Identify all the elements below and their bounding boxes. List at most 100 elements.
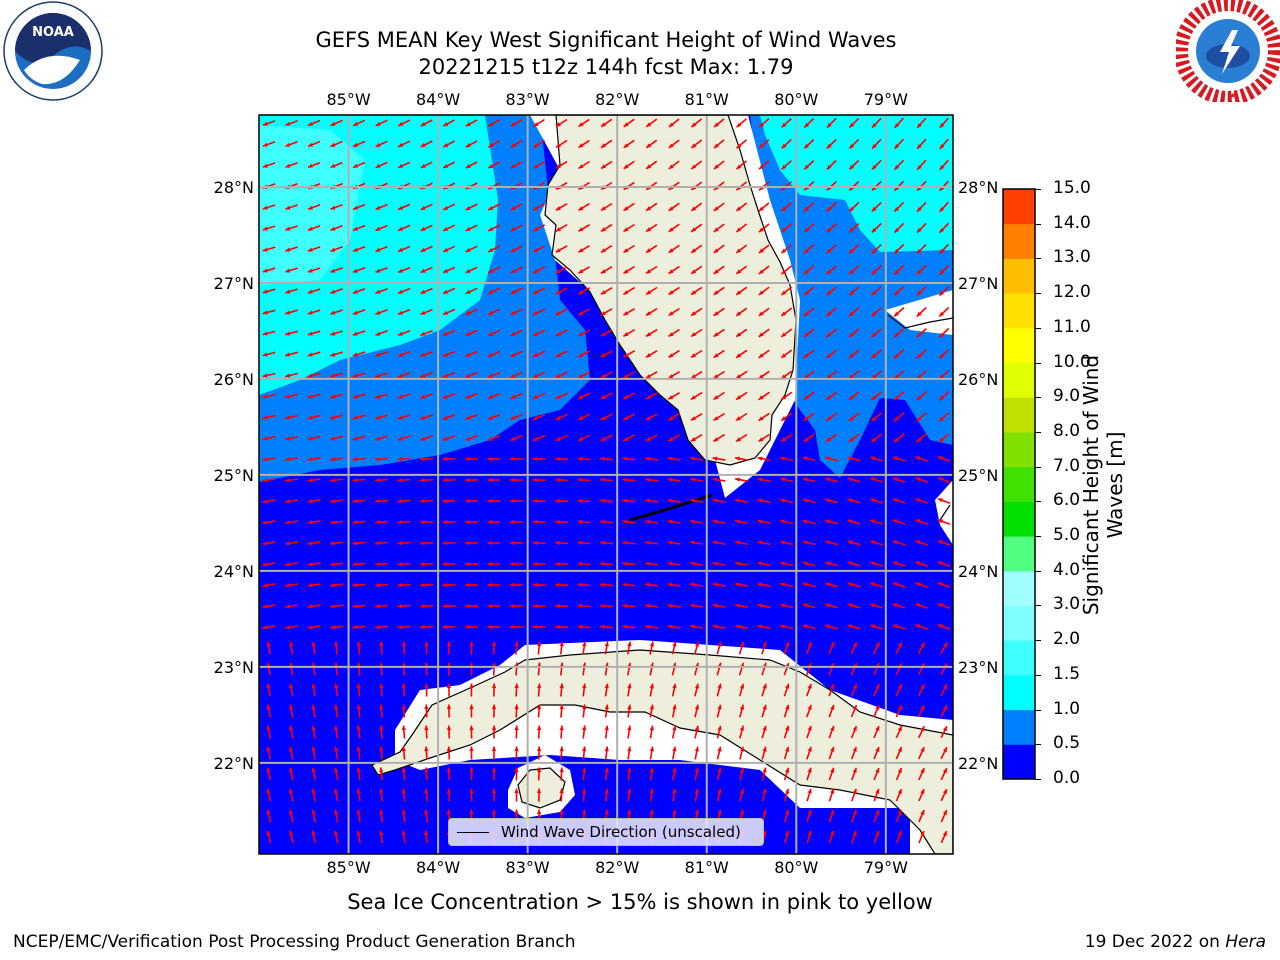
wind-arrow-head bbox=[667, 456, 673, 461]
wind-arrow-head bbox=[401, 809, 406, 815]
wind-arrow-head bbox=[285, 583, 290, 588]
wind-arrow-head bbox=[849, 353, 854, 359]
wind-arrow-head bbox=[420, 603, 425, 609]
wind-arrow-head bbox=[803, 416, 809, 421]
wind-arrow-head bbox=[691, 332, 696, 337]
wind-arrow-head bbox=[646, 164, 652, 169]
wind-arrow-head bbox=[917, 206, 922, 212]
wind-arrow-head bbox=[691, 374, 696, 379]
wind-arrow-head bbox=[600, 269, 606, 274]
wind-arrow-head bbox=[758, 248, 764, 253]
wind-arrow-head bbox=[491, 788, 497, 793]
wind-arrow-head bbox=[668, 143, 674, 148]
wind-arrow-head bbox=[915, 624, 921, 629]
wind-arrow-head bbox=[601, 206, 606, 211]
wind-arrow-head bbox=[943, 642, 948, 648]
colorbar-segment bbox=[1003, 744, 1035, 780]
wind-arrow-head bbox=[397, 331, 403, 336]
lat-tick-label: 24°N bbox=[958, 562, 998, 581]
colorbar-tick-label: 10.0 bbox=[1053, 351, 1091, 372]
wind-arrow-head bbox=[717, 725, 722, 731]
wind-arrow-head bbox=[757, 624, 763, 629]
wind-arrow-head bbox=[781, 143, 787, 149]
wind-arrow-head bbox=[785, 746, 790, 752]
wind-arrow-head bbox=[352, 268, 358, 273]
wind-arrow-head bbox=[875, 726, 880, 731]
wind-arrow-head bbox=[537, 641, 542, 647]
wind-arrow-head bbox=[826, 206, 832, 212]
wind-arrow-head bbox=[894, 311, 899, 317]
wind-arrow-head bbox=[939, 332, 945, 338]
wind-arrow-head bbox=[672, 746, 677, 752]
wind-arrow-head bbox=[622, 582, 628, 587]
wind-arrow-head bbox=[465, 561, 470, 567]
wind-arrow-head bbox=[307, 436, 313, 441]
wind-arrow-head bbox=[555, 353, 561, 357]
wind-arrow-head bbox=[825, 582, 831, 587]
wind-arrow-head bbox=[262, 352, 268, 357]
wind-arrow-head bbox=[804, 269, 809, 275]
wind-arrow-head bbox=[510, 248, 516, 252]
wind-arrow-head bbox=[826, 311, 832, 317]
wind-arrow-head bbox=[375, 478, 380, 483]
wind-arrow-head bbox=[401, 830, 406, 836]
wind-arrow-head bbox=[717, 809, 722, 815]
wind-arrow-head bbox=[645, 561, 650, 566]
wind-arrow-head bbox=[871, 290, 877, 296]
wind-arrow-head bbox=[330, 604, 335, 609]
wind-arrow-head bbox=[939, 437, 944, 443]
wind-arrow-head bbox=[668, 374, 674, 379]
map-frame bbox=[258, 114, 954, 855]
wind-arrow-head bbox=[577, 603, 583, 608]
wind-arrow-head bbox=[510, 373, 516, 378]
wind-arrow-head bbox=[285, 541, 290, 546]
wind-arrow-head bbox=[375, 121, 381, 126]
wind-arrow-head bbox=[600, 353, 606, 358]
colorbar-segment bbox=[1003, 536, 1035, 572]
wind-arrow-head bbox=[514, 809, 519, 814]
wind-arrow-head bbox=[712, 540, 718, 545]
wind-arrow-head bbox=[420, 310, 426, 315]
wind-arrow-head bbox=[379, 683, 384, 689]
wind-arrow-head bbox=[937, 603, 943, 608]
wind-arrow-head bbox=[672, 725, 677, 731]
wind-arrow-head bbox=[577, 498, 583, 503]
wind-arrow-head bbox=[713, 311, 719, 316]
wind-arrow-head bbox=[852, 746, 857, 752]
wind-arrow-head bbox=[442, 477, 448, 483]
wind-arrow-head bbox=[330, 478, 335, 483]
wind-arrow-head bbox=[353, 205, 358, 210]
wind-arrow-head bbox=[356, 746, 361, 752]
wind-arrow-head bbox=[897, 810, 902, 815]
colorbar-tick-mark bbox=[1035, 362, 1041, 364]
wind-arrow-head bbox=[488, 268, 494, 273]
wind-arrow-head bbox=[334, 788, 339, 794]
wind-arrow-head bbox=[379, 704, 384, 710]
wind-arrow-head bbox=[892, 540, 898, 545]
wind-arrow-head bbox=[307, 226, 313, 231]
wind-arrow-head bbox=[375, 205, 381, 210]
wind-arrow-head bbox=[307, 415, 313, 420]
wind-arrow-head bbox=[424, 809, 429, 815]
wind-arrow-head bbox=[397, 415, 403, 420]
wind-arrow-head bbox=[420, 519, 425, 525]
wind-arrow-head bbox=[352, 478, 358, 483]
wind-arrow-head bbox=[600, 519, 605, 524]
wind-arrow-head bbox=[442, 415, 448, 420]
wind-arrow-head bbox=[781, 122, 787, 128]
wind-arrow-head bbox=[266, 725, 271, 731]
wind-arrow-head bbox=[266, 641, 271, 647]
wind-arrow-head bbox=[804, 143, 809, 149]
wind-arrow-head bbox=[897, 684, 902, 690]
wind-arrow-head bbox=[604, 725, 609, 731]
wind-arrow-head bbox=[645, 477, 650, 482]
wind-arrow-head bbox=[401, 704, 406, 710]
wind-arrow-head bbox=[826, 353, 832, 358]
wind-arrow-head bbox=[894, 227, 900, 233]
wind-arrow-head bbox=[872, 143, 877, 149]
wind-arrow-head bbox=[920, 747, 925, 753]
wind-arrow-head bbox=[826, 395, 832, 400]
wind-arrow-head bbox=[848, 416, 854, 421]
wind-arrow-head bbox=[713, 248, 719, 253]
